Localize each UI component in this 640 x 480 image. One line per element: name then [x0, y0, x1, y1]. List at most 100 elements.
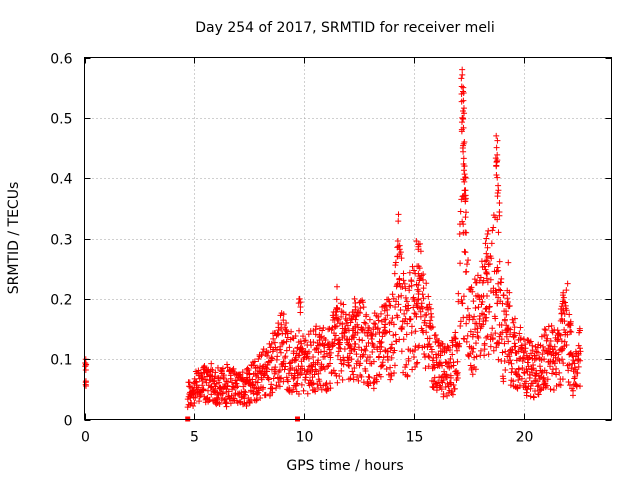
data-point [405, 302, 412, 309]
data-point [555, 336, 562, 343]
x-tick-label: 0 [81, 430, 90, 446]
data-point [212, 369, 219, 376]
data-point [312, 388, 319, 395]
data-point [575, 356, 582, 363]
data-point [241, 391, 248, 398]
data-point [375, 317, 382, 324]
data-point [481, 340, 488, 347]
data-point [408, 282, 415, 289]
data-point [470, 331, 477, 338]
data-point [362, 320, 369, 327]
data-point [493, 144, 500, 151]
data-point [400, 277, 407, 284]
data-point [463, 209, 470, 216]
data-point [351, 311, 358, 318]
data-point [395, 293, 402, 300]
data-point [344, 354, 351, 361]
data-point [224, 378, 231, 385]
data-point [484, 293, 491, 300]
x-tick-label: 20 [516, 430, 534, 446]
data-point [510, 319, 517, 326]
data-point [449, 391, 456, 398]
data-point [423, 280, 430, 287]
data-point [468, 284, 475, 291]
data-points [82, 66, 584, 422]
data-point [441, 368, 448, 375]
data-point [432, 338, 439, 345]
data-point [384, 312, 391, 319]
data-point [387, 345, 394, 352]
data-point [322, 336, 329, 343]
data-point [339, 376, 346, 383]
data-point [511, 329, 518, 336]
data-point [257, 394, 264, 401]
data-point [444, 374, 451, 381]
data-point [200, 387, 207, 394]
data-point [352, 340, 359, 347]
data-point [519, 344, 526, 351]
data-point [563, 341, 570, 348]
data-point [460, 90, 467, 97]
data-point [559, 318, 566, 325]
data-point [499, 349, 506, 356]
data-point [461, 138, 468, 145]
data-point [408, 323, 415, 330]
data-point [346, 363, 353, 370]
data-point [381, 324, 388, 331]
data-point [560, 345, 567, 352]
data-point [501, 357, 508, 364]
data-point [494, 174, 501, 181]
data-point [535, 391, 542, 398]
data-point [435, 343, 442, 350]
data-point [412, 311, 419, 318]
data-point [438, 386, 445, 393]
data-point [488, 331, 495, 338]
data-point [353, 351, 360, 358]
data-point [575, 363, 582, 370]
data-point [508, 360, 515, 367]
data-point [421, 350, 428, 357]
data-point [444, 343, 451, 350]
data-point [523, 378, 530, 385]
data-point [567, 318, 574, 325]
data-point [333, 296, 340, 303]
data-point [417, 313, 424, 320]
data-point [520, 336, 527, 343]
data-point [461, 178, 468, 185]
data-point [419, 291, 426, 298]
data-point [258, 352, 265, 359]
data-point [305, 348, 312, 355]
data-point [499, 300, 506, 307]
data-point [283, 374, 290, 381]
data-point [464, 305, 471, 312]
data-point [495, 267, 502, 274]
data-point [515, 377, 522, 384]
data-point [488, 240, 495, 247]
data-point [427, 310, 434, 317]
data-point [216, 400, 223, 407]
data-point [500, 292, 507, 299]
data-point [338, 313, 345, 320]
data-point [478, 301, 485, 308]
data-point [402, 294, 409, 301]
data-point [439, 341, 446, 348]
data-point [527, 338, 534, 345]
data-point [386, 328, 393, 335]
data-point [472, 340, 479, 347]
data-point [547, 386, 554, 393]
data-point [460, 293, 467, 300]
data-point [265, 376, 272, 383]
data-point [440, 393, 447, 400]
data-point [455, 290, 462, 297]
data-point [217, 375, 224, 382]
data-point [352, 323, 359, 330]
data-point [260, 384, 267, 391]
data-point [300, 387, 307, 394]
data-point [444, 360, 451, 367]
data-point [308, 363, 315, 370]
data-point [366, 353, 373, 360]
data-point [508, 369, 515, 376]
data-point [314, 359, 321, 366]
data-point [469, 371, 476, 378]
data-point [517, 324, 524, 331]
